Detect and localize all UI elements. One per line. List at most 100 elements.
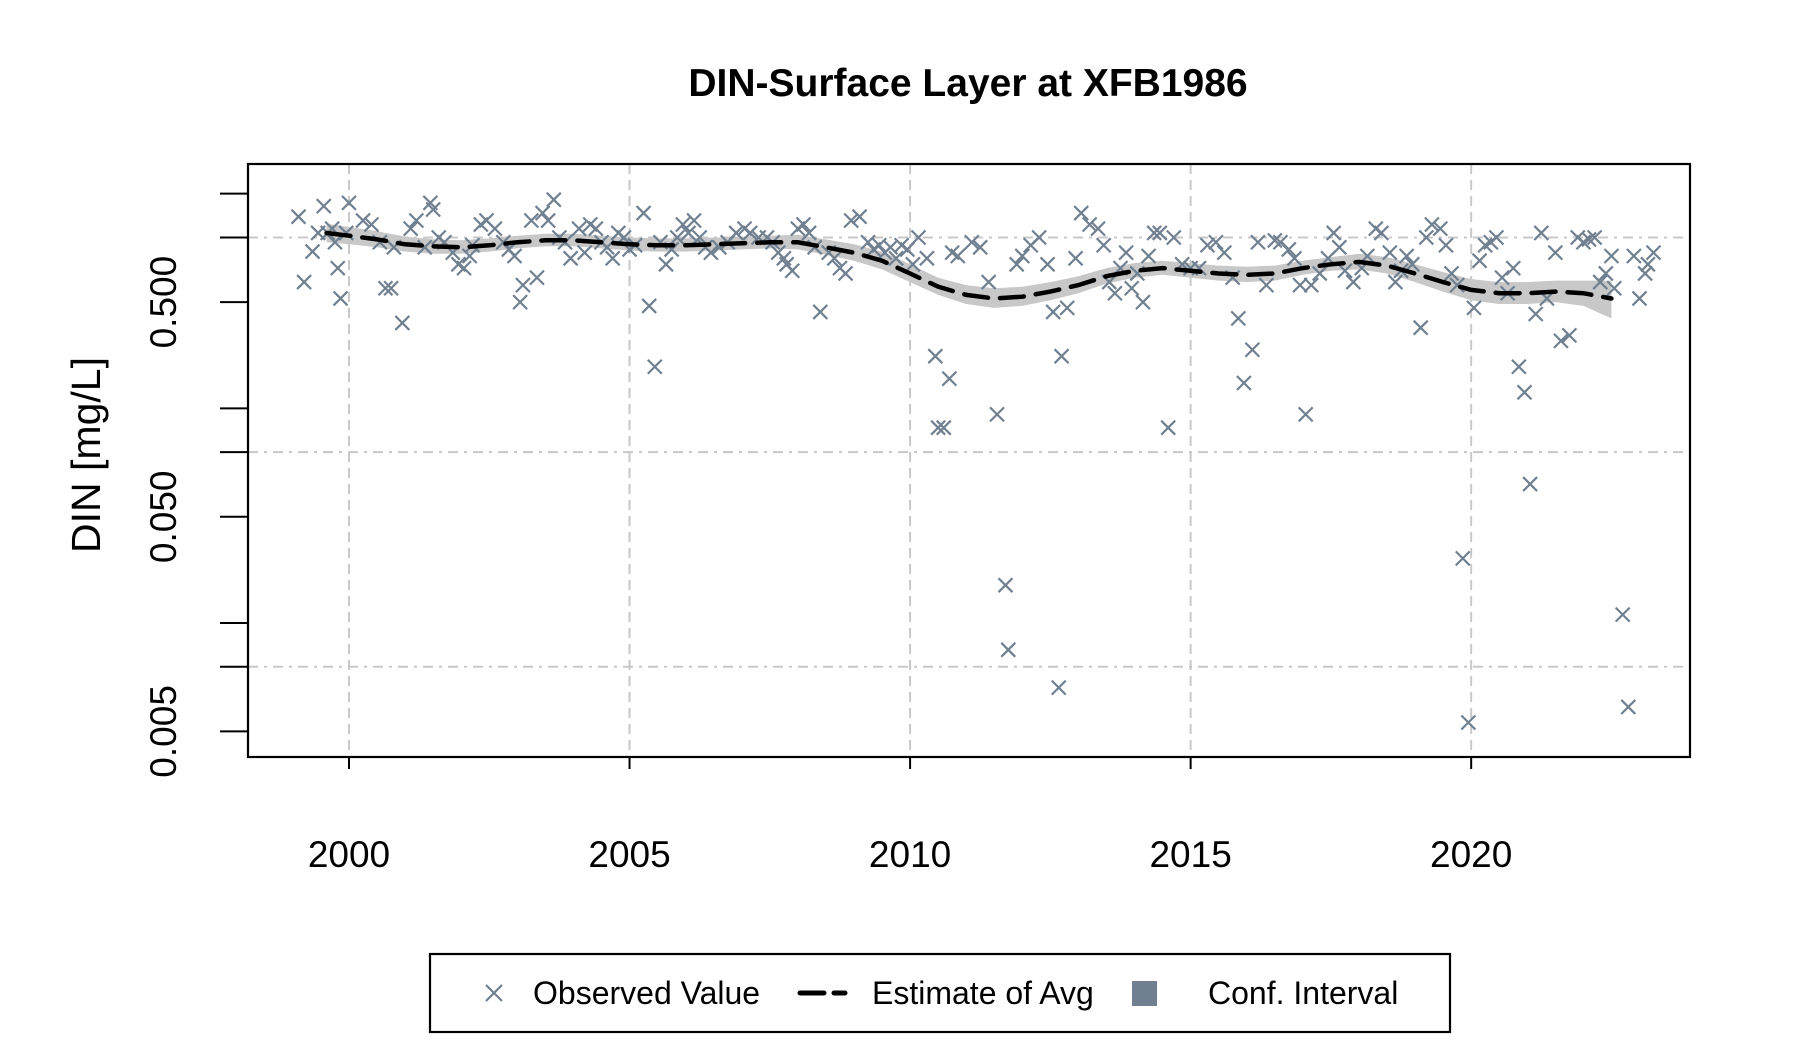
legend-box — [428, 952, 1452, 1034]
x-tick-label: 2020 — [1430, 834, 1512, 875]
observed-point — [571, 220, 587, 237]
legend: Observed Value Estimate of Avg Conf. Inter… — [428, 952, 1452, 1034]
observed-point — [1345, 274, 1362, 290]
observed-point — [1286, 250, 1303, 267]
observed-point — [546, 191, 562, 208]
x-tick-label: 2015 — [1149, 834, 1231, 875]
observed-point — [604, 250, 621, 267]
observed-point — [1412, 319, 1429, 336]
observed-point — [1522, 476, 1538, 492]
observed-point — [1581, 231, 1597, 248]
observed-point — [355, 212, 371, 229]
observed-point — [1166, 229, 1182, 246]
observed-point — [576, 244, 593, 261]
observed-point — [742, 225, 758, 241]
observed-point — [728, 225, 744, 241]
observed-point — [534, 205, 551, 221]
observed-point — [363, 216, 380, 233]
observed-point — [1337, 262, 1353, 279]
observed-point — [1382, 244, 1398, 261]
chart-title: DIN-Surface Layer at XFB1986 — [688, 62, 1247, 105]
observed-point — [1626, 248, 1642, 264]
observed-point — [826, 250, 843, 267]
observed-point — [1592, 274, 1609, 290]
observed-point — [1199, 237, 1216, 254]
observed-point — [1438, 237, 1454, 254]
observed-point — [919, 250, 935, 267]
observed-point — [1373, 225, 1390, 241]
observed-point — [1432, 220, 1449, 237]
observed-point — [1258, 277, 1275, 293]
observed-point — [1067, 250, 1084, 267]
observed-point — [1095, 237, 1112, 254]
y-axis-label: DIN [mg/L] — [63, 357, 109, 553]
observed-point — [304, 243, 321, 260]
observed-point — [1073, 205, 1089, 221]
observed-point — [1398, 248, 1415, 264]
observed-point — [686, 212, 702, 229]
x-tick-label: 2010 — [869, 834, 951, 875]
legend-label-estimate: Estimate of Avg — [872, 975, 1094, 1011]
observed-point — [1466, 300, 1482, 316]
observed-point — [1547, 244, 1564, 261]
observed-point — [1146, 225, 1162, 241]
observed-point — [332, 290, 349, 307]
observed-point — [647, 358, 663, 375]
observed-point — [1014, 248, 1031, 264]
observed-point — [1494, 269, 1510, 286]
observed-point — [1561, 327, 1578, 344]
observed-point — [1090, 220, 1106, 237]
observed-point — [635, 205, 652, 221]
observed-point — [1418, 229, 1435, 246]
observed-point — [935, 419, 952, 436]
observed-point — [1292, 277, 1308, 293]
observed-point — [1606, 280, 1623, 297]
observed-point — [1311, 265, 1328, 282]
observed-point — [1135, 294, 1151, 310]
observed-point — [1244, 341, 1261, 358]
observed-point — [1031, 229, 1047, 246]
observed-point — [1140, 248, 1157, 264]
x-tick-label: 2000 — [308, 834, 390, 875]
observed-point — [1516, 384, 1533, 401]
observed-point — [1160, 419, 1176, 436]
observed-point — [487, 220, 503, 237]
observed-point — [927, 348, 944, 364]
observed-point — [1471, 252, 1488, 269]
observed-point — [1107, 285, 1123, 302]
plot-frame — [246, 162, 1692, 759]
grid-lines — [248, 164, 1690, 757]
observed-points — [290, 191, 1662, 731]
observed-point — [1059, 300, 1075, 316]
observed-point — [1598, 265, 1614, 282]
observed-point — [950, 248, 966, 264]
legend-label-ci: Conf. Interval — [1208, 975, 1398, 1011]
observed-point — [1267, 232, 1283, 249]
observed-point — [383, 280, 399, 297]
observed-point — [997, 577, 1014, 593]
x-axis: 2000 2005 2010 2015 2020 — [308, 757, 1512, 875]
observed-point — [1449, 277, 1465, 293]
observed-point — [425, 201, 441, 218]
observed-point — [1620, 699, 1637, 715]
observed-point — [1053, 348, 1070, 364]
y-tick-label: 0.005 — [143, 685, 184, 778]
observed-point — [851, 208, 868, 225]
observed-point — [784, 262, 801, 279]
observed-point — [1297, 406, 1314, 423]
observed-point — [512, 294, 528, 310]
observed-point — [1230, 310, 1247, 327]
confidence-interval-band — [326, 223, 1612, 319]
observed-point — [1488, 229, 1505, 246]
observed-point — [377, 280, 394, 297]
observed-point — [506, 248, 523, 264]
observed-point — [1614, 606, 1631, 623]
observed-point — [327, 234, 343, 251]
observed-point — [1000, 642, 1017, 658]
observed-point — [1640, 256, 1656, 273]
observed-point — [812, 304, 829, 320]
estimate-line — [324, 230, 1614, 301]
observed-point — [1533, 225, 1550, 241]
observed-point — [1050, 679, 1067, 696]
observed-point — [529, 269, 545, 286]
